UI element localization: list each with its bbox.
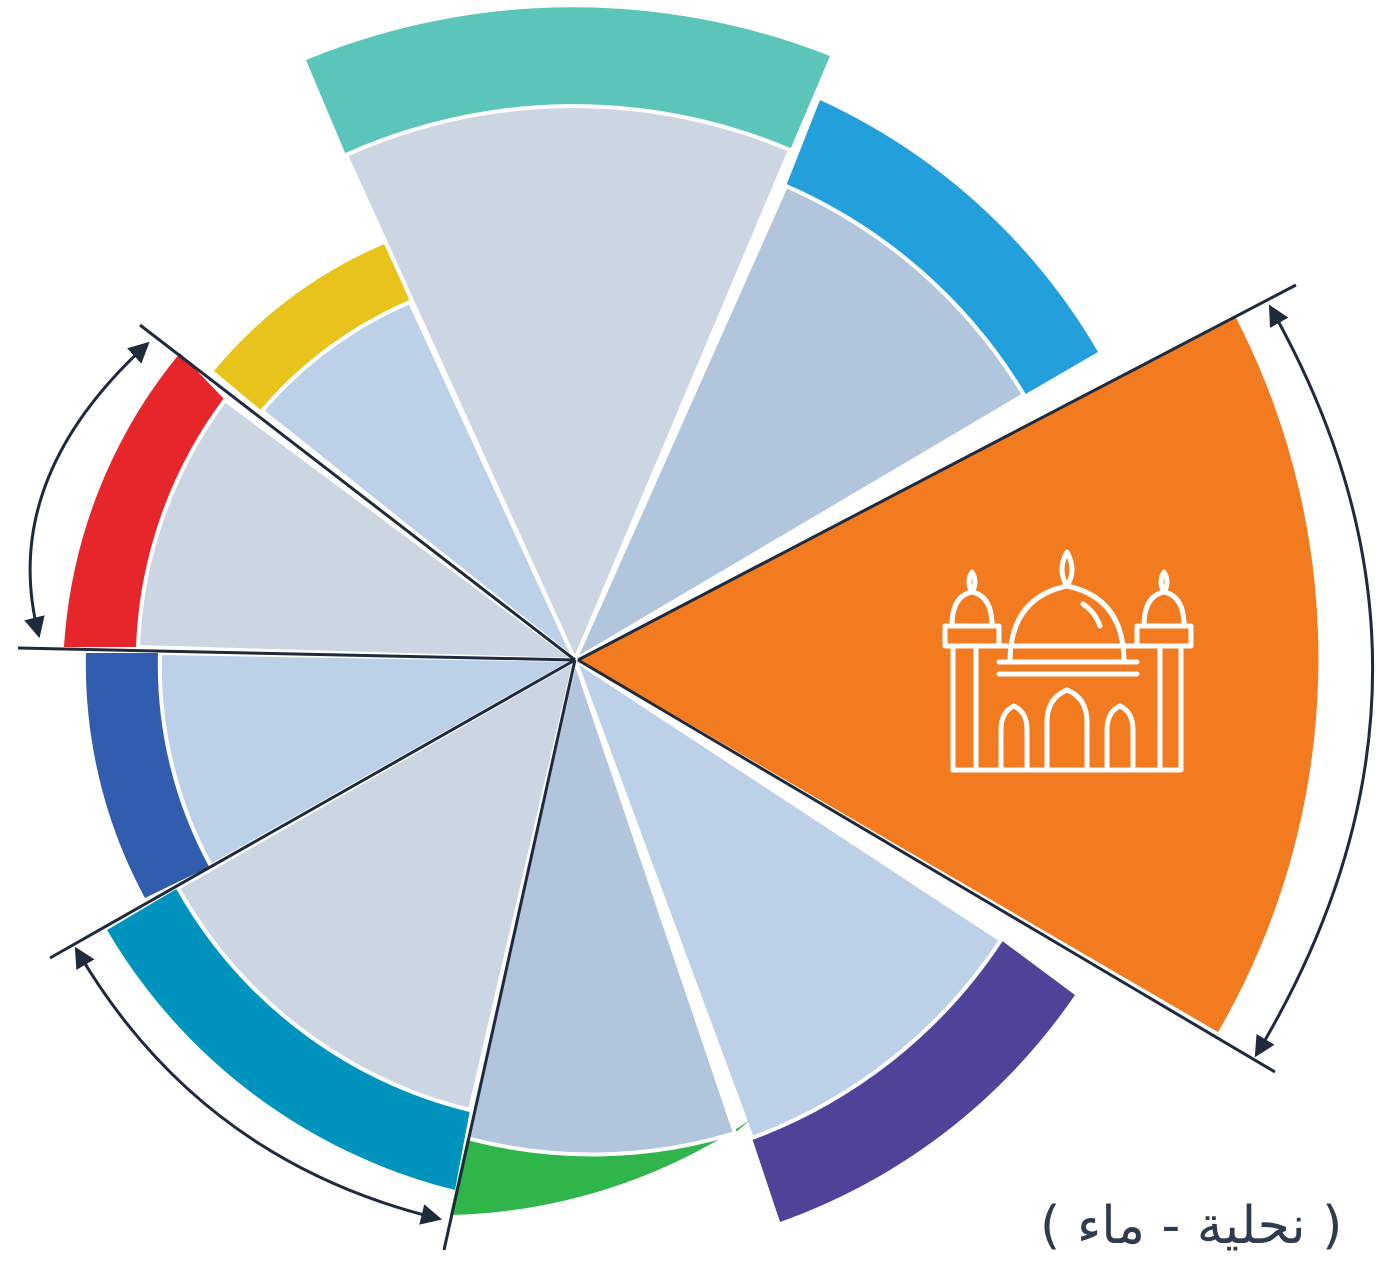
segment-blue (570, 100, 1098, 665)
mosque-icon (942, 549, 1194, 773)
segment-purple-inner (571, 654, 1004, 1141)
segment-blue-ring (786, 100, 1098, 395)
arc-arrow-right (1254, 304, 1375, 1058)
guide-line-upper-left (139, 323, 576, 662)
segment-navy (85, 650, 583, 898)
guide-line-bottom (442, 659, 577, 1251)
segment-navy-inner (157, 650, 583, 869)
segment-orange-inner (580, 318, 1319, 1032)
segment-purple-ring (752, 940, 1075, 1222)
segment-green (450, 652, 750, 1215)
segment-green-inner (464, 652, 738, 1157)
segments-group (64, 7, 1319, 1222)
segment-teal-ring (306, 7, 830, 156)
guide-line-upper-right (577, 283, 1297, 662)
segment-orange-highlighted (580, 318, 1319, 1032)
segment-yellow-inner (259, 299, 577, 662)
arc-arrow-bottom-left (74, 946, 443, 1225)
segment-yellow-ring (214, 243, 410, 411)
segment-navy-ring (85, 653, 211, 898)
guide-lines (17, 283, 1297, 1251)
guide-line-left (17, 646, 576, 662)
caption-text: ( نحلية - ماء ) (1040, 1196, 1343, 1256)
arrows (24, 304, 1375, 1225)
segment-yellow (214, 243, 577, 662)
segment-teal-inner (343, 104, 793, 665)
segment-teal (306, 7, 830, 665)
arc-arrow-left (24, 341, 150, 639)
guide-line-lower-left (49, 658, 576, 960)
segment-blue-inner (570, 183, 1027, 665)
segment-green-ring (450, 1120, 750, 1215)
guide-line-lower-right (577, 658, 1276, 1074)
segment-purple (571, 654, 1075, 1222)
